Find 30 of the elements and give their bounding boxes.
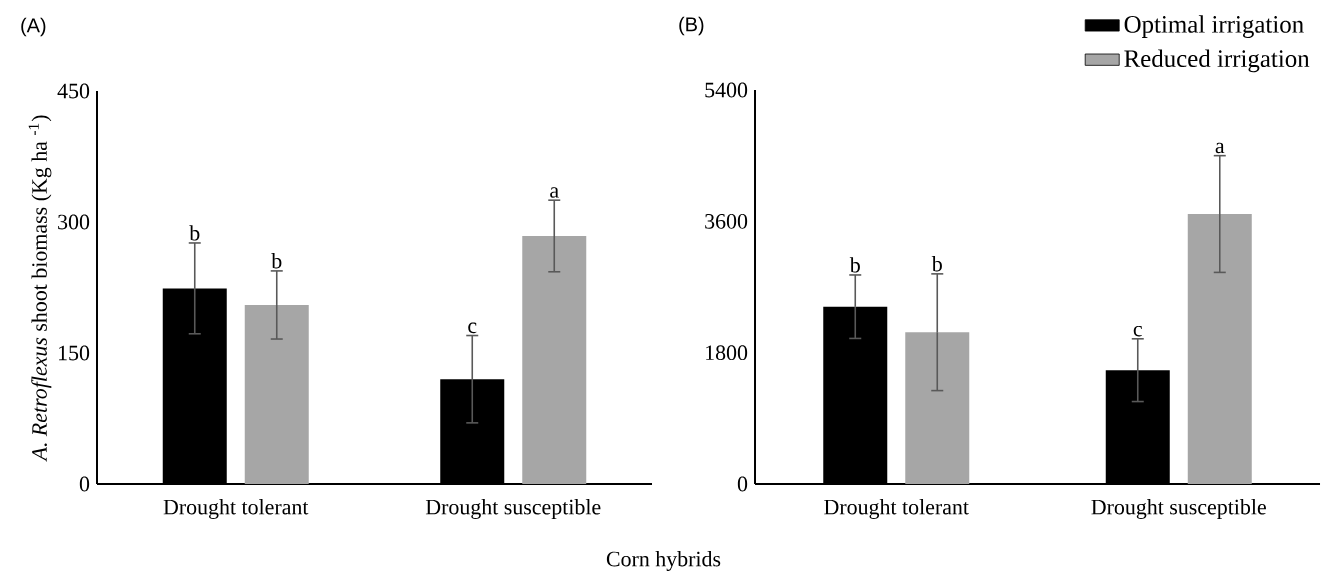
x-tick-label: Drought tolerant — [824, 499, 969, 519]
annotation: b — [271, 253, 282, 269]
annotation: b — [849, 257, 860, 273]
y-tick-label: 150 — [59, 345, 90, 361]
bar — [905, 332, 970, 484]
bar — [522, 235, 587, 484]
annotation: a — [550, 187, 559, 198]
annotation: a — [1215, 142, 1225, 154]
chart-title: (B) — [679, 16, 704, 36]
legend-label: Optimal irrigation — [1124, 15, 1304, 38]
bar — [1187, 214, 1252, 484]
annotation: c — [468, 322, 477, 334]
x-tick-label: Drought susceptible — [425, 499, 601, 519]
annotation: b — [189, 225, 200, 241]
y-tick-label: 5400 — [705, 82, 748, 98]
y-tick-label: 300 — [58, 214, 90, 230]
x-axis-title: Corn hybrids — [606, 551, 721, 571]
y-tick-label: 450 — [57, 83, 90, 99]
y-tick-label: 0 — [79, 476, 90, 492]
legend-label: Reduced irrigation — [1124, 49, 1310, 73]
annotation: c — [1133, 325, 1142, 337]
y-tick-label: 1800 — [706, 345, 748, 361]
annotation: b — [931, 256, 942, 272]
x-tick-label: Drought susceptible — [1091, 499, 1266, 519]
bar — [244, 304, 309, 484]
chart-title: (A) — [21, 17, 46, 37]
y-axis-title: A. Retroflexus shoot biomass (Kg ha $^{-1}$) — [28, 115, 52, 462]
x-tick-label: Drought tolerant — [163, 499, 309, 519]
y-tick-label: 0 — [737, 476, 748, 492]
y-tick-label: 3600 — [705, 213, 748, 229]
